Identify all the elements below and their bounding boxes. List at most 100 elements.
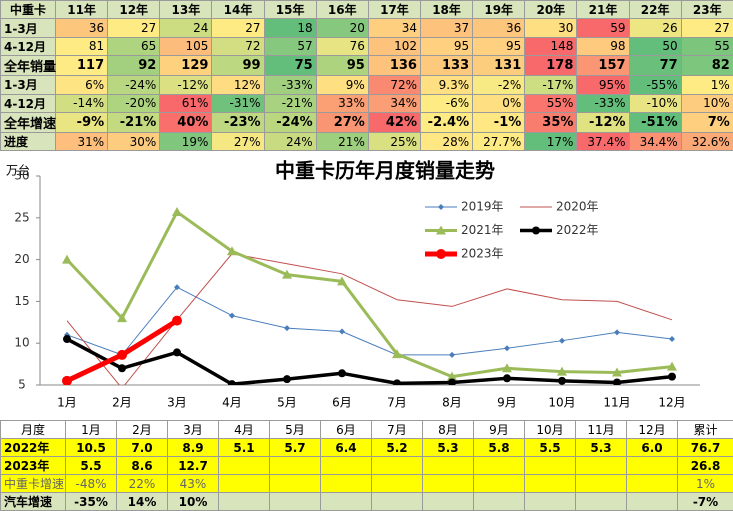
point [62,376,72,386]
data-cell [321,475,372,493]
y-tick-label: 5 [18,378,26,392]
point [173,348,181,356]
point [503,374,511,382]
row-label: 2023年 [1,457,66,475]
data-cell: 5.1 [219,439,270,457]
y-tick-label: 15 [14,294,29,308]
legend-label: 2021年 [461,223,504,237]
y-tick-label: 20 [14,252,29,266]
data-cell [627,475,678,493]
data-cell: 12.7 [168,457,219,475]
point [117,350,127,360]
data-cell: 1% [678,475,733,493]
data-cell [474,475,525,493]
data-cell: 26.8 [678,457,733,475]
point [229,313,235,319]
header-cell: 10月 [525,421,576,439]
header-cell: 累计 [678,421,733,439]
data-cell: 6.0 [627,439,678,457]
legend-label: 2023年 [461,247,504,261]
data-cell [423,475,474,493]
data-cell: 5.7 [270,439,321,457]
x-tick-label: 2月 [112,396,132,410]
x-tick-label: 6月 [332,396,352,410]
series-line [67,287,672,355]
series-line [67,254,672,389]
data-cell [321,457,372,475]
point [504,345,510,351]
point [62,255,72,264]
point [436,249,446,259]
data-cell [270,475,321,493]
x-tick-label: 12月 [658,396,685,410]
data-cell: 6.4 [321,439,372,457]
data-cell: 5.2 [372,439,423,457]
data-cell [576,457,627,475]
data-cell [474,457,525,475]
legend-label: 2022年 [556,223,599,237]
legend-label: 2020年 [556,200,599,214]
data-cell: 5.8 [474,439,525,457]
point [668,373,676,381]
data-cell [627,457,678,475]
data-cell [525,457,576,475]
header-cell: 1月 [66,421,117,439]
point [339,328,345,334]
point [669,336,675,342]
series-line [67,339,672,384]
point [63,335,71,343]
point [228,380,236,388]
header-cell: 8月 [423,421,474,439]
header-cell: 3月 [168,421,219,439]
data-cell: 7.0 [117,439,168,457]
data-cell: 5.3 [576,439,627,457]
header-cell: 2月 [117,421,168,439]
data-cell: 43% [168,475,219,493]
point [532,227,540,235]
chart-title: 中重卡历年月度销量走势 [275,159,495,183]
legend-label: 2019年 [461,200,504,214]
header-cell: 9月 [474,421,525,439]
point [393,379,401,387]
header-cell: 月度 [1,421,66,439]
data-cell: 8.9 [168,439,219,457]
data-cell: 5.5 [66,457,117,475]
header-cell: 11月 [576,421,627,439]
header-cell: 7月 [372,421,423,439]
data-cell [525,475,576,493]
data-cell [270,457,321,475]
data-cell [372,475,423,493]
x-tick-label: 4月 [222,396,242,410]
x-tick-label: 1月 [57,396,77,410]
point [172,207,182,216]
data-cell [219,475,270,493]
data-cell: 5.5 [525,439,576,457]
y-tick-label: 30 [14,169,29,183]
data-cell [423,457,474,475]
header-cell: 6月 [321,421,372,439]
data-cell: -48% [66,475,117,493]
point [614,329,620,335]
data-cell [576,475,627,493]
point [438,204,444,210]
table-row: 中重卡增速-48%22%43%1% [1,475,733,493]
data-cell: 76.7 [678,439,733,457]
point [449,352,455,358]
data-cell [219,457,270,475]
header-cell: 12月 [627,421,678,439]
point [338,369,346,377]
row-label: 2022年 [1,439,66,457]
data-cell [372,457,423,475]
point [118,364,126,372]
data-cell: 10.5 [66,439,117,457]
point [558,377,566,385]
x-tick-label: 3月 [167,396,187,410]
point [559,338,565,344]
data-cell: 22% [117,475,168,493]
data-cell: 5.3 [423,439,474,457]
y-tick-label: 10 [14,336,29,350]
point [172,316,182,326]
